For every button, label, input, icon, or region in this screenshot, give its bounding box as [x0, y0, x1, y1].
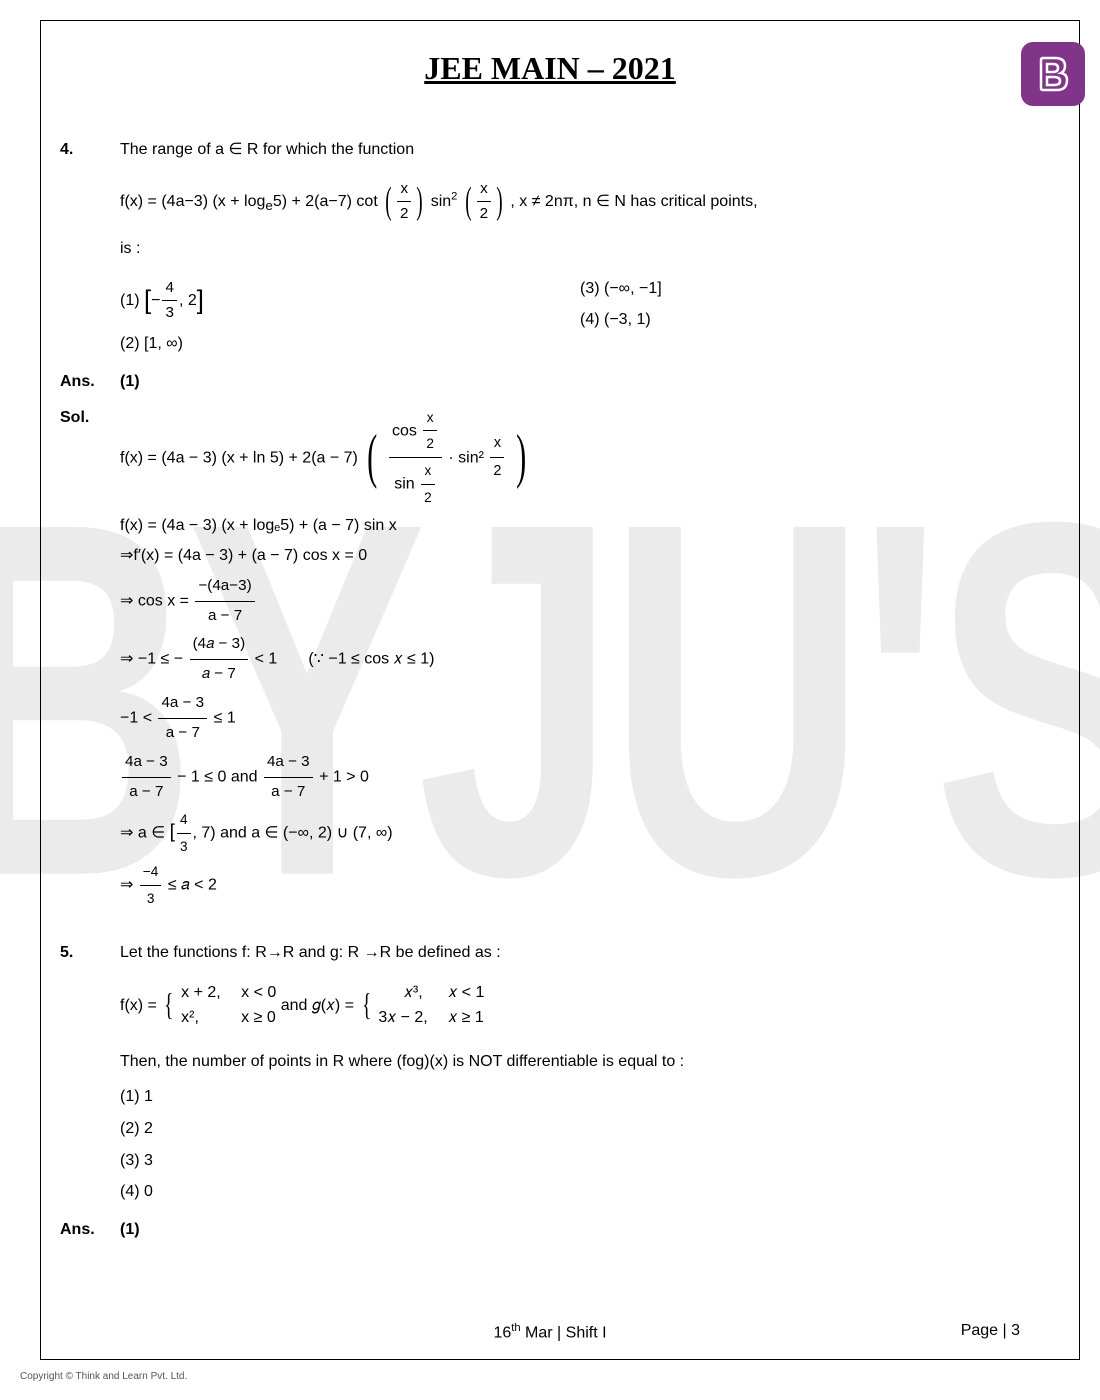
page-content: JEE MAIN – 2021 4. The range of a ∈ R fo…: [0, 0, 1100, 1400]
sol-line-4: ⇒ cos x = −(4a−3)a − 7: [120, 572, 1040, 631]
sol-line-1: f(x) = (4a − 3) (x + ln 5) + 2(a − 7) ( …: [120, 405, 1040, 511]
q4-prompt-is: is :: [120, 236, 1040, 262]
q5-number: 5.: [60, 940, 120, 1211]
q4-opt3: (3) (−∞, −1]: [580, 276, 1040, 302]
page-title: JEE MAIN – 2021: [424, 50, 676, 86]
q5-opt2: (2) 2: [120, 1116, 1040, 1142]
q4-opt2: (2) [1, ∞): [120, 331, 580, 357]
q4-sol-label: Sol.: [60, 405, 120, 912]
q5-piecewise: f(x) = { x + 2,x < 0 x²,x ≥ 0 and 𝑔(𝑥) =…: [120, 980, 1040, 1031]
sol-line-7: 4a − 3a − 7 − 1 ≤ 0 and 4a − 3a − 7 + 1 …: [120, 748, 1040, 807]
q4-solution: f(x) = (4a − 3) (x + ln 5) + 2(a − 7) ( …: [120, 405, 1040, 912]
q5-prompt2: Then, the number of points in R where (f…: [120, 1049, 1040, 1075]
q4-prompt-line1: The range of a ∈ R for which the functio…: [120, 137, 1040, 163]
q4-ans: (1): [120, 373, 140, 390]
sol-line-3: ⇒f′(x) = (4a − 3) + (a − 7) cos x = 0: [120, 541, 1040, 571]
q5-body: Let the functions f: R→R and g: R →R be …: [120, 940, 1040, 1211]
sol-line-5: ⇒ −1 ≤ − (4𝑎 − 3)𝑎 − 7 < 1 (∵ −1 ≤ cos 𝑥…: [120, 630, 1040, 689]
question-5: 5. Let the functions f: R→R and g: R →R …: [60, 940, 1040, 1242]
q4-expression: f(x) = (4a−3) (x + loge5) + 2(a−7) cot (…: [120, 177, 1040, 227]
q4-number: 4.: [60, 137, 120, 363]
q5-opt1: (1) 1: [120, 1084, 1040, 1110]
q4-ans-label: Ans.: [60, 369, 120, 395]
sol-line-8: ⇒ a ∈ [43, 7) and a ∈ (−∞, 2) ∪ (7, ∞): [120, 807, 1040, 860]
q5-opt4: (4) 0: [120, 1179, 1040, 1205]
question-4: 4. The range of a ∈ R for which the func…: [60, 137, 1040, 912]
q5-prompt: Let the functions f: R→R and g: R →R be …: [120, 940, 1040, 966]
sol-line-2: f(x) = (4a − 3) (x + logₑ5) + (a − 7) si…: [120, 511, 1040, 541]
q5-ans: (1): [120, 1221, 140, 1238]
q5-opt3: (3) 3: [120, 1148, 1040, 1174]
header: JEE MAIN – 2021: [60, 50, 1040, 87]
q4-opt4: (4) (−3, 1): [580, 307, 1040, 333]
q4-body: The range of a ∈ R for which the functio…: [120, 137, 1040, 363]
q4-opt1: (1) [−43, 2]: [120, 276, 580, 326]
sol-line-6: −1 < 4a − 3a − 7 ≤ 1: [120, 689, 1040, 748]
q5-ans-label: Ans.: [60, 1217, 120, 1243]
q4-options: (1) [−43, 2] (2) [1, ∞) (3) (−∞, −1] (4)…: [120, 270, 1040, 363]
sol-line-9: ⇒ −43 ≤ 𝑎 < 2: [120, 859, 1040, 912]
